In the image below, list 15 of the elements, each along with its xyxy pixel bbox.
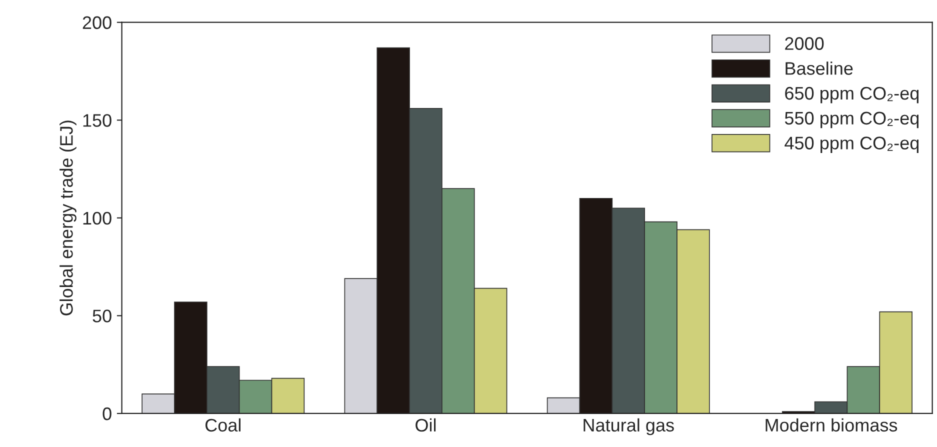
x-tick-label: Coal [205, 418, 240, 432]
x-tick-label: Oil [416, 418, 436, 432]
y-axis-title: Global energy trade (EJ) [60, 120, 76, 316]
legend-label: Baseline [786, 62, 853, 75]
y-tick-label: 200 [82, 16, 112, 30]
x-tick-label: Modern biomass [766, 418, 898, 432]
legend-label: 2000 [785, 37, 824, 50]
y-tick-label: 100 [83, 212, 112, 225]
legend-label: 550 ppm CO₂-eq [784, 112, 919, 128]
x-tick-label: Natural gas [584, 418, 674, 436]
legend-label: 450 ppm CO₂-eq [784, 136, 919, 154]
legend-label: 650 ppm CO₂-eq [785, 86, 919, 104]
y-tick-label: 150 [83, 114, 112, 127]
y-tick-label: 50 [92, 310, 112, 322]
y-tick-label: 0 [102, 407, 112, 420]
